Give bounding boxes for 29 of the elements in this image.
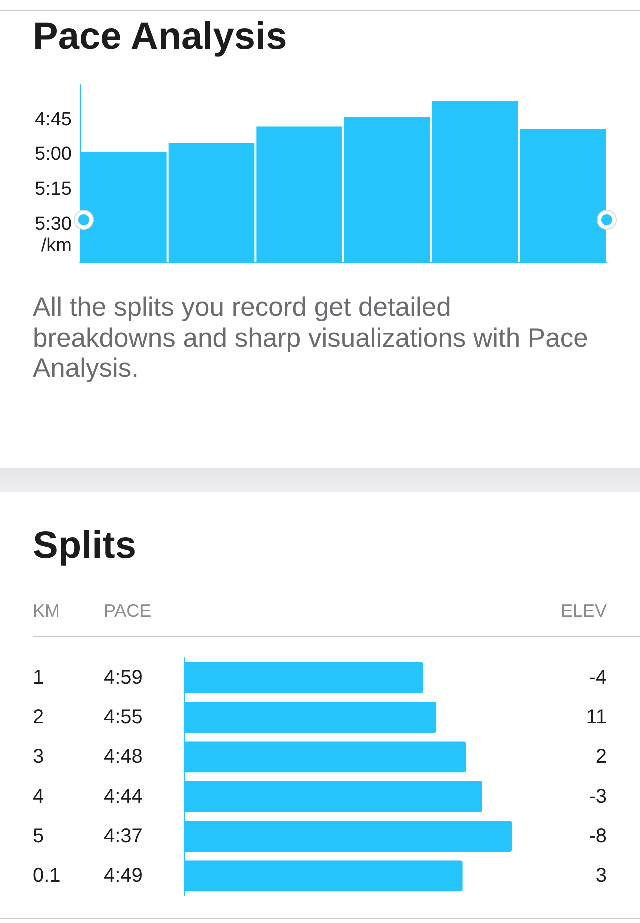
y-tick-label: 2 [33, 706, 44, 728]
y2-tick-label: 11 [586, 706, 607, 728]
y-tick-label: 1 [33, 666, 44, 689]
text: 4:44 [104, 786, 143, 808]
text: 4:59 [104, 666, 143, 689]
y-tick-label: 5:30 [35, 214, 72, 235]
y-tick-label: 4:45 [35, 109, 72, 130]
y-tick-label: 5:00 [35, 144, 72, 166]
y-tick-label: 5:15 [35, 179, 72, 200]
y-tick-label: 4 [33, 786, 44, 808]
text: 4:37 [104, 826, 143, 848]
y-tick-label: 3 [33, 746, 44, 768]
y2-axis-title: ELEV [560, 601, 608, 621]
y2-tick-label: -3 [589, 786, 607, 808]
y2-tick-label: 3 [596, 865, 607, 888]
y-tick-label: 5 [33, 826, 44, 848]
y-axis-title: /km [41, 235, 72, 256]
x-axis-title: PACE [104, 601, 152, 621]
y-axis-title: KM [33, 601, 60, 621]
y2-tick-label: -4 [589, 666, 607, 689]
y-tick-label: 0.1 [33, 865, 61, 888]
y2-tick-label: -8 [589, 826, 607, 848]
text: 4:49 [104, 865, 143, 888]
chart-title: Splits [33, 525, 136, 568]
text: All the splits you record get detailed breakdowns and sharp visualizations with Pace Analysis. [33, 292, 590, 384]
chart-title: Pace Analysis [33, 16, 288, 59]
y2-tick-label: 2 [596, 746, 607, 768]
text: 4:55 [104, 706, 143, 728]
text: 4:48 [104, 746, 143, 768]
